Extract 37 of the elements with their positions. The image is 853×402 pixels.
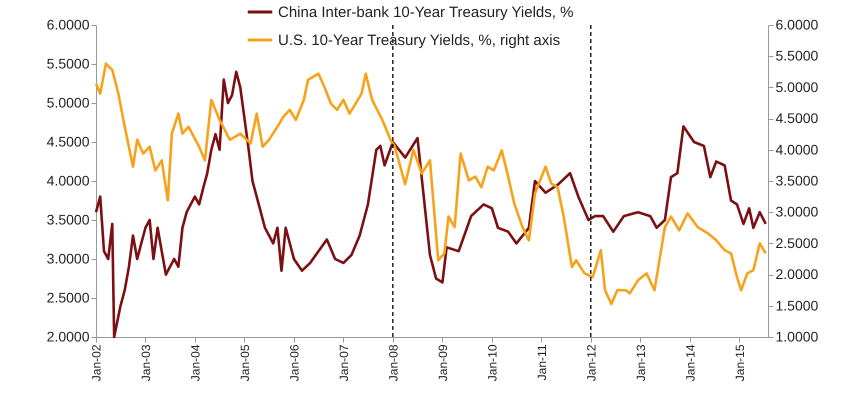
x-tick-label: Jan-07 (336, 344, 351, 382)
y-tick-label: 5.5000 (46, 56, 90, 72)
y2-tick-label: 1.0000 (776, 328, 819, 344)
x-tick-label: Jan-04 (188, 344, 202, 382)
y2-tick-label: 6.0000 (776, 16, 819, 32)
line-series (94, 62, 767, 306)
x-tick-label: Jan-13 (634, 344, 648, 382)
y-tick-label: 4.5000 (46, 134, 90, 150)
x-tick-label: Jan-03 (138, 344, 153, 382)
x-tick-label: Jan-10 (485, 344, 500, 382)
y2-tick-label: 3.5000 (776, 172, 819, 188)
x-tick-label: Jan-12 (584, 344, 598, 382)
x-tick-label: Jan-14 (683, 344, 698, 382)
x-tick-label: Jan-06 (287, 344, 302, 382)
legend-label: China Inter-bank 10-Year Treasury Yields, % (278, 4, 574, 21)
y-tick-label: 6.0000 (46, 16, 90, 32)
x-tick-label: Jan-05 (238, 344, 252, 382)
y-tick-label: 3.5000 (46, 212, 90, 228)
x-tick-label: Jan-08 (386, 344, 400, 382)
y2-tick-label: 5.5000 (776, 48, 819, 64)
x-tick-label: Jan-09 (436, 344, 450, 382)
y2-tick-label: 4.0000 (776, 141, 819, 158)
y-tick-label: 3.0000 (46, 250, 90, 266)
y2-tick-label: 2.5000 (776, 234, 819, 251)
y-tick-label: 5.0000 (46, 94, 90, 110)
y2-tick-label: 1.5000 (776, 297, 819, 314)
x-tick-label: Jan-11 (534, 344, 549, 380)
y-tick-label: 2.5000 (46, 290, 90, 306)
y-tick-label: 4.0000 (46, 172, 90, 188)
y-tick-label: 2.0000 (46, 328, 90, 344)
y2-tick-label: 4.5000 (776, 110, 819, 126)
legend-label: U.S. 10-Year Treasury Yields, %, right axis (278, 32, 560, 49)
y2-tick-label: 2.0000 (776, 266, 819, 282)
y2-tick-label: 3.0000 (776, 204, 819, 220)
x-tick-label: Jan-02 (90, 344, 104, 382)
x-tick-label: Jan-15 (732, 344, 747, 382)
y2-tick-label: 5.0000 (776, 78, 819, 95)
